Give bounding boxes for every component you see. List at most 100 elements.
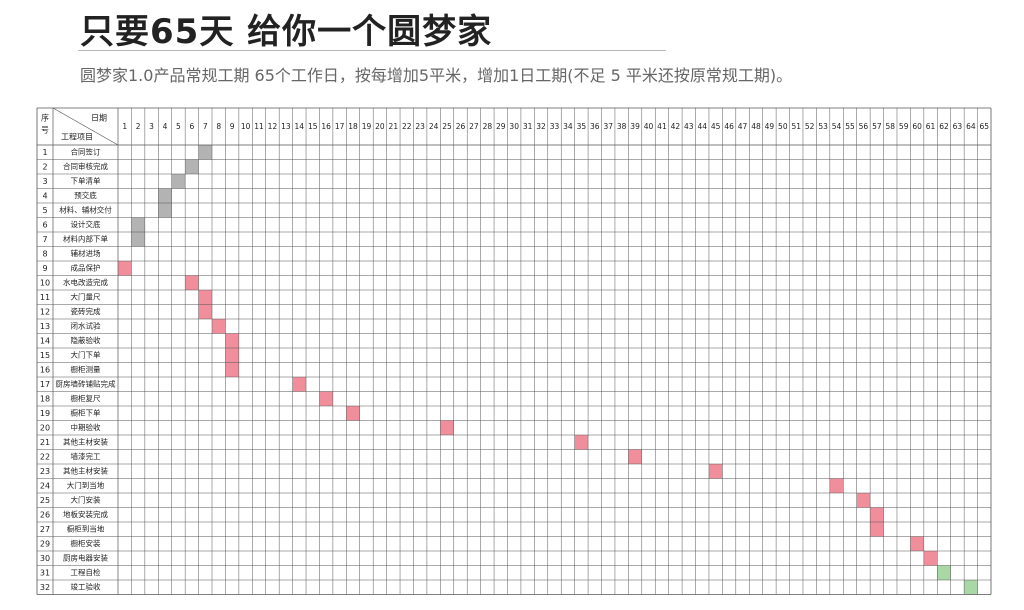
day-tick-label: 33 xyxy=(550,122,560,131)
day-tick-label: 54 xyxy=(832,122,842,131)
page-title: 只要65天 给你一个圆梦家 xyxy=(80,12,493,52)
day-tick-label: 31 xyxy=(523,122,533,131)
day-tick-label: 23 xyxy=(415,122,425,131)
row-task-name: 橱柜测量 xyxy=(71,364,101,374)
day-tick-label: 42 xyxy=(671,122,681,131)
row-seq-number: 10 xyxy=(40,278,50,287)
day-tick-label: 2 xyxy=(136,122,141,131)
day-tick-label: 39 xyxy=(630,122,640,131)
day-tick-label: 46 xyxy=(724,122,734,131)
grid-layer xyxy=(36,107,992,595)
row-task-name: 水电改造完成 xyxy=(63,277,108,287)
day-tick-label: 6 xyxy=(189,122,194,131)
day-tick-label: 56 xyxy=(859,122,869,131)
day-tick-label: 24 xyxy=(429,122,439,131)
gantt-bar xyxy=(319,391,333,406)
gantt-bar xyxy=(118,261,132,276)
row-task-name: 瓷砖完成 xyxy=(71,306,101,316)
day-tick-label: 37 xyxy=(603,122,613,131)
day-tick-label: 58 xyxy=(885,122,895,131)
gantt-bar xyxy=(964,580,978,595)
day-tick-label: 63 xyxy=(953,122,963,131)
day-tick-label: 61 xyxy=(926,122,936,131)
header-seq-label: 号 xyxy=(41,126,49,135)
day-tick-label: 30 xyxy=(509,122,519,131)
day-tick-label: 53 xyxy=(818,122,828,131)
day-tick-label: 45 xyxy=(711,122,721,131)
gantt-bar xyxy=(225,333,239,348)
bars-layer xyxy=(118,145,978,595)
gantt-bar xyxy=(225,362,239,377)
row-task-name: 中期验收 xyxy=(71,422,101,432)
row-seq-number: 22 xyxy=(40,452,50,461)
day-tick-label: 13 xyxy=(281,122,291,131)
gantt-bar xyxy=(923,551,938,566)
gantt-bar xyxy=(198,145,213,160)
row-task-name: 闭水试验 xyxy=(71,320,101,330)
row-seq-number: 27 xyxy=(40,525,50,534)
day-tick-label: 25 xyxy=(442,122,452,131)
row-seq-number: 4 xyxy=(42,191,47,200)
gantt-bar xyxy=(212,319,226,334)
gantt-bar xyxy=(158,203,172,218)
gantt-bar xyxy=(708,464,723,479)
row-task-name: 大门量尺 xyxy=(71,291,101,301)
row-seq-number: 31 xyxy=(40,568,50,577)
row-seq-number: 18 xyxy=(40,394,50,403)
gantt-bar xyxy=(158,188,172,203)
row-task-name: 材料内部下单 xyxy=(63,233,108,243)
row-seq-number: 13 xyxy=(40,322,50,331)
header-day-label: 日期 xyxy=(91,114,107,123)
day-tick-label: 19 xyxy=(362,122,372,131)
day-tick-label: 38 xyxy=(617,122,627,131)
day-tick-label: 12 xyxy=(268,122,278,131)
gantt-bar xyxy=(131,217,145,232)
day-tick-label: 1 xyxy=(122,122,127,131)
day-tick-label: 51 xyxy=(791,122,801,131)
day-tick-label: 3 xyxy=(149,122,154,131)
row-seq-number: 21 xyxy=(40,438,50,447)
day-tick-label: 57 xyxy=(872,122,882,131)
day-tick-label: 4 xyxy=(163,122,168,131)
row-seq-number: 3 xyxy=(42,177,47,186)
day-tick-label: 49 xyxy=(765,122,775,131)
day-tick-label: 10 xyxy=(241,122,251,131)
row-task-name: 其他主材安装 xyxy=(63,465,108,475)
gantt-bar xyxy=(198,290,213,305)
row-seq-number: 12 xyxy=(40,307,50,316)
day-tick-label: 20 xyxy=(375,122,385,131)
day-tick-label: 29 xyxy=(496,122,506,131)
day-tick-label: 64 xyxy=(966,122,976,131)
day-tick-label: 60 xyxy=(912,122,922,131)
day-tick-label: 16 xyxy=(321,122,331,131)
row-seq-number: 16 xyxy=(40,365,50,374)
row-seq-number: 26 xyxy=(40,510,50,519)
row-seq-number: 23 xyxy=(40,467,50,476)
day-tick-label: 22 xyxy=(402,122,412,131)
row-task-name: 厨房电器安装 xyxy=(63,552,108,562)
day-tick-label: 14 xyxy=(295,122,305,131)
row-task-name: 厨房墙砖铺贴完成 xyxy=(56,378,116,388)
row-seq-number: 8 xyxy=(42,249,47,258)
day-tick-label: 35 xyxy=(577,122,587,131)
gantt-bar xyxy=(870,522,884,537)
row-seq-number: 30 xyxy=(40,554,50,563)
row-task-name: 合同签订 xyxy=(71,146,101,156)
row-seq-number: 19 xyxy=(40,409,50,418)
row-task-name: 合同审核完成 xyxy=(63,161,108,171)
day-tick-label: 47 xyxy=(738,122,748,131)
row-seq-number: 17 xyxy=(40,380,50,389)
row-seq-number: 2 xyxy=(42,162,47,171)
row-task-name: 材料、辅材交付 xyxy=(59,204,112,214)
page-subtitle: 圆梦家1.0产品常规工期 65个工作日，按每增加5平米，增加1日工期(不足 5 … xyxy=(80,66,793,85)
gantt-bar xyxy=(292,377,307,392)
day-tick-label: 18 xyxy=(348,122,358,131)
gantt-bar xyxy=(131,232,145,247)
day-tick-label: 62 xyxy=(939,122,949,131)
row-task-name: 橱柜复尺 xyxy=(71,393,101,403)
gantt-bar xyxy=(225,348,239,363)
row-task-name: 大门到当地 xyxy=(67,480,105,490)
row-seq-number: 5 xyxy=(42,206,47,215)
row-seq-number: 14 xyxy=(40,336,50,345)
row-seq-number: 32 xyxy=(40,583,50,592)
